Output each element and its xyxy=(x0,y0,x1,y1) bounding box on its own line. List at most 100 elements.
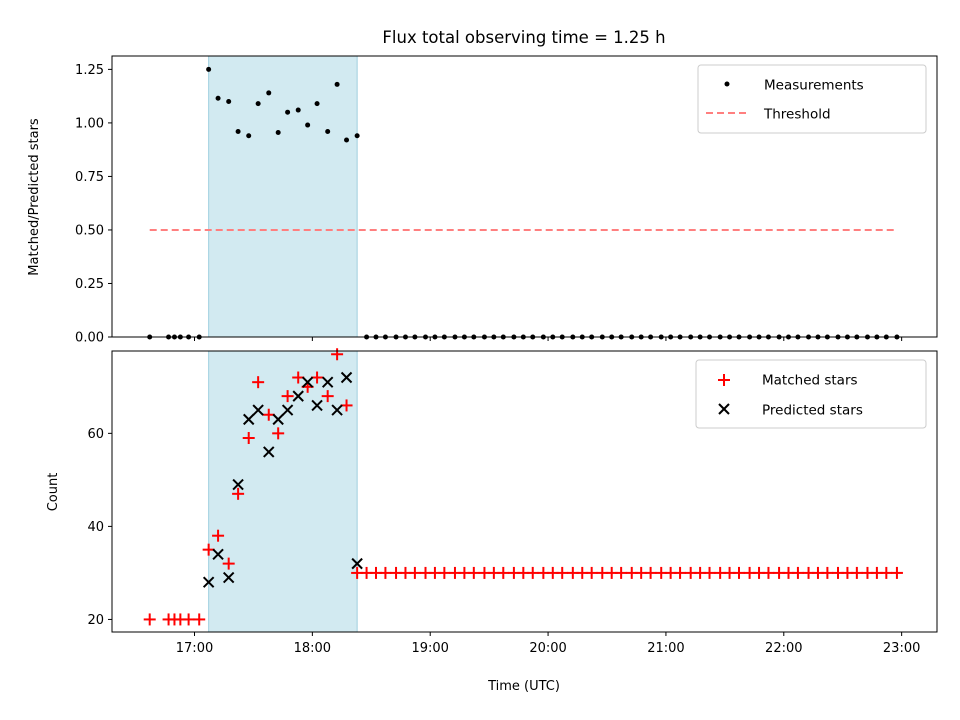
measurement-point xyxy=(206,66,212,72)
predicted-stars-point xyxy=(243,413,255,426)
matched-stars-point xyxy=(526,566,539,579)
matched-stars-point xyxy=(281,390,294,403)
x-tick-label: 19:00 xyxy=(411,641,448,656)
matched-stars-point xyxy=(467,566,480,579)
predicted-stars-point xyxy=(202,576,215,588)
matched-stars-point xyxy=(644,566,657,579)
predicted-stars-point xyxy=(272,413,284,426)
matched-stars-point xyxy=(791,566,804,579)
matched-stars-point xyxy=(272,427,285,440)
matched-stars-point xyxy=(311,371,324,384)
y-tick-label: 20 xyxy=(87,613,104,628)
measurement-point xyxy=(344,137,350,143)
observing-window-span xyxy=(208,351,358,632)
legend-predicted-label: Predicted stars xyxy=(762,403,863,419)
matched-stars-point xyxy=(850,566,863,579)
chart-title: Flux total observing time = 1.25 h xyxy=(382,28,665,47)
y-tick-label: 40 xyxy=(87,520,104,535)
matched-stars-point xyxy=(143,613,156,626)
predicted-stars-point xyxy=(281,404,294,416)
ratio-legend-box xyxy=(697,64,927,134)
predicted-stars-point xyxy=(331,404,343,416)
x-tick-label: 20:00 xyxy=(529,641,566,656)
predicted-stars-point xyxy=(321,376,334,388)
predicted-stars-point xyxy=(222,571,235,584)
measurement-point xyxy=(255,101,261,107)
legend-measurements-marker xyxy=(724,81,730,87)
matched-stars-point xyxy=(242,431,255,444)
measurement-point xyxy=(275,130,281,136)
predicted-stars-point xyxy=(212,548,224,561)
x-axis-label: Time (UTC) xyxy=(487,679,560,694)
matched-stars-point xyxy=(222,557,235,570)
x-tick-label: 18:00 xyxy=(294,641,331,656)
count-marks xyxy=(143,348,903,626)
ratio-legend: Measurements Threshold xyxy=(697,64,927,134)
measurement-point xyxy=(325,128,331,134)
measurement-point xyxy=(215,95,221,101)
observing-window-span xyxy=(208,56,358,337)
predicted-stars-point xyxy=(351,557,363,570)
predicted-stars-point xyxy=(252,404,264,416)
measurement-point xyxy=(354,133,360,139)
y-tick-label: 0.25 xyxy=(75,277,104,292)
measurement-point xyxy=(285,109,291,115)
matched-stars-point xyxy=(703,566,716,579)
ratio-y-ticks: 0.00 0.25 0.50 0.75 1.00 1.25 xyxy=(75,63,112,346)
measurement-point xyxy=(334,81,340,87)
count-legend: Matched stars Predicted stars xyxy=(695,359,927,429)
matched-stars-point xyxy=(202,543,215,556)
predicted-stars-point xyxy=(263,446,275,458)
matched-stars-point xyxy=(821,566,834,579)
measurement-point xyxy=(295,107,301,113)
matched-stars-point xyxy=(321,390,334,403)
matched-stars-point xyxy=(556,566,569,579)
y-tick-label: 0.75 xyxy=(75,170,104,185)
measurement-point xyxy=(314,101,320,107)
measurement-point xyxy=(226,98,232,104)
y-tick-label: 1.25 xyxy=(75,63,104,78)
count-axes-frame xyxy=(111,350,938,633)
matched-stars-point xyxy=(762,566,775,579)
matched-stars-point xyxy=(262,408,275,421)
x-tick-label: 23:00 xyxy=(883,641,920,656)
predicted-stars-point xyxy=(232,478,244,491)
x-tick-label: 17:00 xyxy=(176,641,213,656)
ratio-axes-frame xyxy=(111,55,938,338)
matched-stars-point xyxy=(733,566,745,579)
legend-threshold-label: Threshold xyxy=(763,107,831,123)
count-y-axis-label: Count xyxy=(46,473,61,512)
ratio-y-axis-label: Matched/Predicted stars xyxy=(27,118,42,276)
measurement-point xyxy=(235,128,241,134)
matched-stars-point xyxy=(340,399,353,412)
matched-stars-point xyxy=(212,529,225,542)
measurement-point xyxy=(266,90,272,96)
matched-stars-point xyxy=(232,487,245,500)
predicted-stars-point xyxy=(292,390,304,402)
legend-matched-marker xyxy=(718,374,730,386)
count-panel: 20 40 60 17:00 18:00 19:00 20:00 21:00 22:00 23:… xyxy=(46,348,938,694)
measurement-point xyxy=(246,133,252,139)
y-tick-label: 1.00 xyxy=(75,116,104,131)
matched-stars-point xyxy=(331,348,344,361)
predicted-stars-point xyxy=(301,376,314,388)
predicted-stars-point xyxy=(340,371,353,384)
ratio-x-ticks xyxy=(194,337,903,341)
y-tick-label: 0.50 xyxy=(75,223,104,238)
matched-stars-point xyxy=(193,613,206,626)
count-legend-box xyxy=(695,359,927,429)
matched-stars-point xyxy=(890,566,903,579)
matched-stars-point xyxy=(497,566,510,579)
ratio-panel: 0.00 0.25 0.50 0.75 1.00 1.25 Matched/Predict… xyxy=(27,55,938,346)
predicted-stars-point xyxy=(311,399,323,412)
matched-stars-point xyxy=(182,613,195,626)
matched-stars-point xyxy=(252,376,265,389)
y-tick-label: 60 xyxy=(87,427,104,442)
y-tick-label: 0.00 xyxy=(75,331,104,346)
matched-stars-point xyxy=(408,566,421,579)
legend-measurements-label: Measurements xyxy=(764,78,864,94)
matched-stars-point xyxy=(585,566,598,579)
matched-stars-point xyxy=(674,566,687,579)
count-y-ticks: 20 40 60 xyxy=(87,427,112,628)
